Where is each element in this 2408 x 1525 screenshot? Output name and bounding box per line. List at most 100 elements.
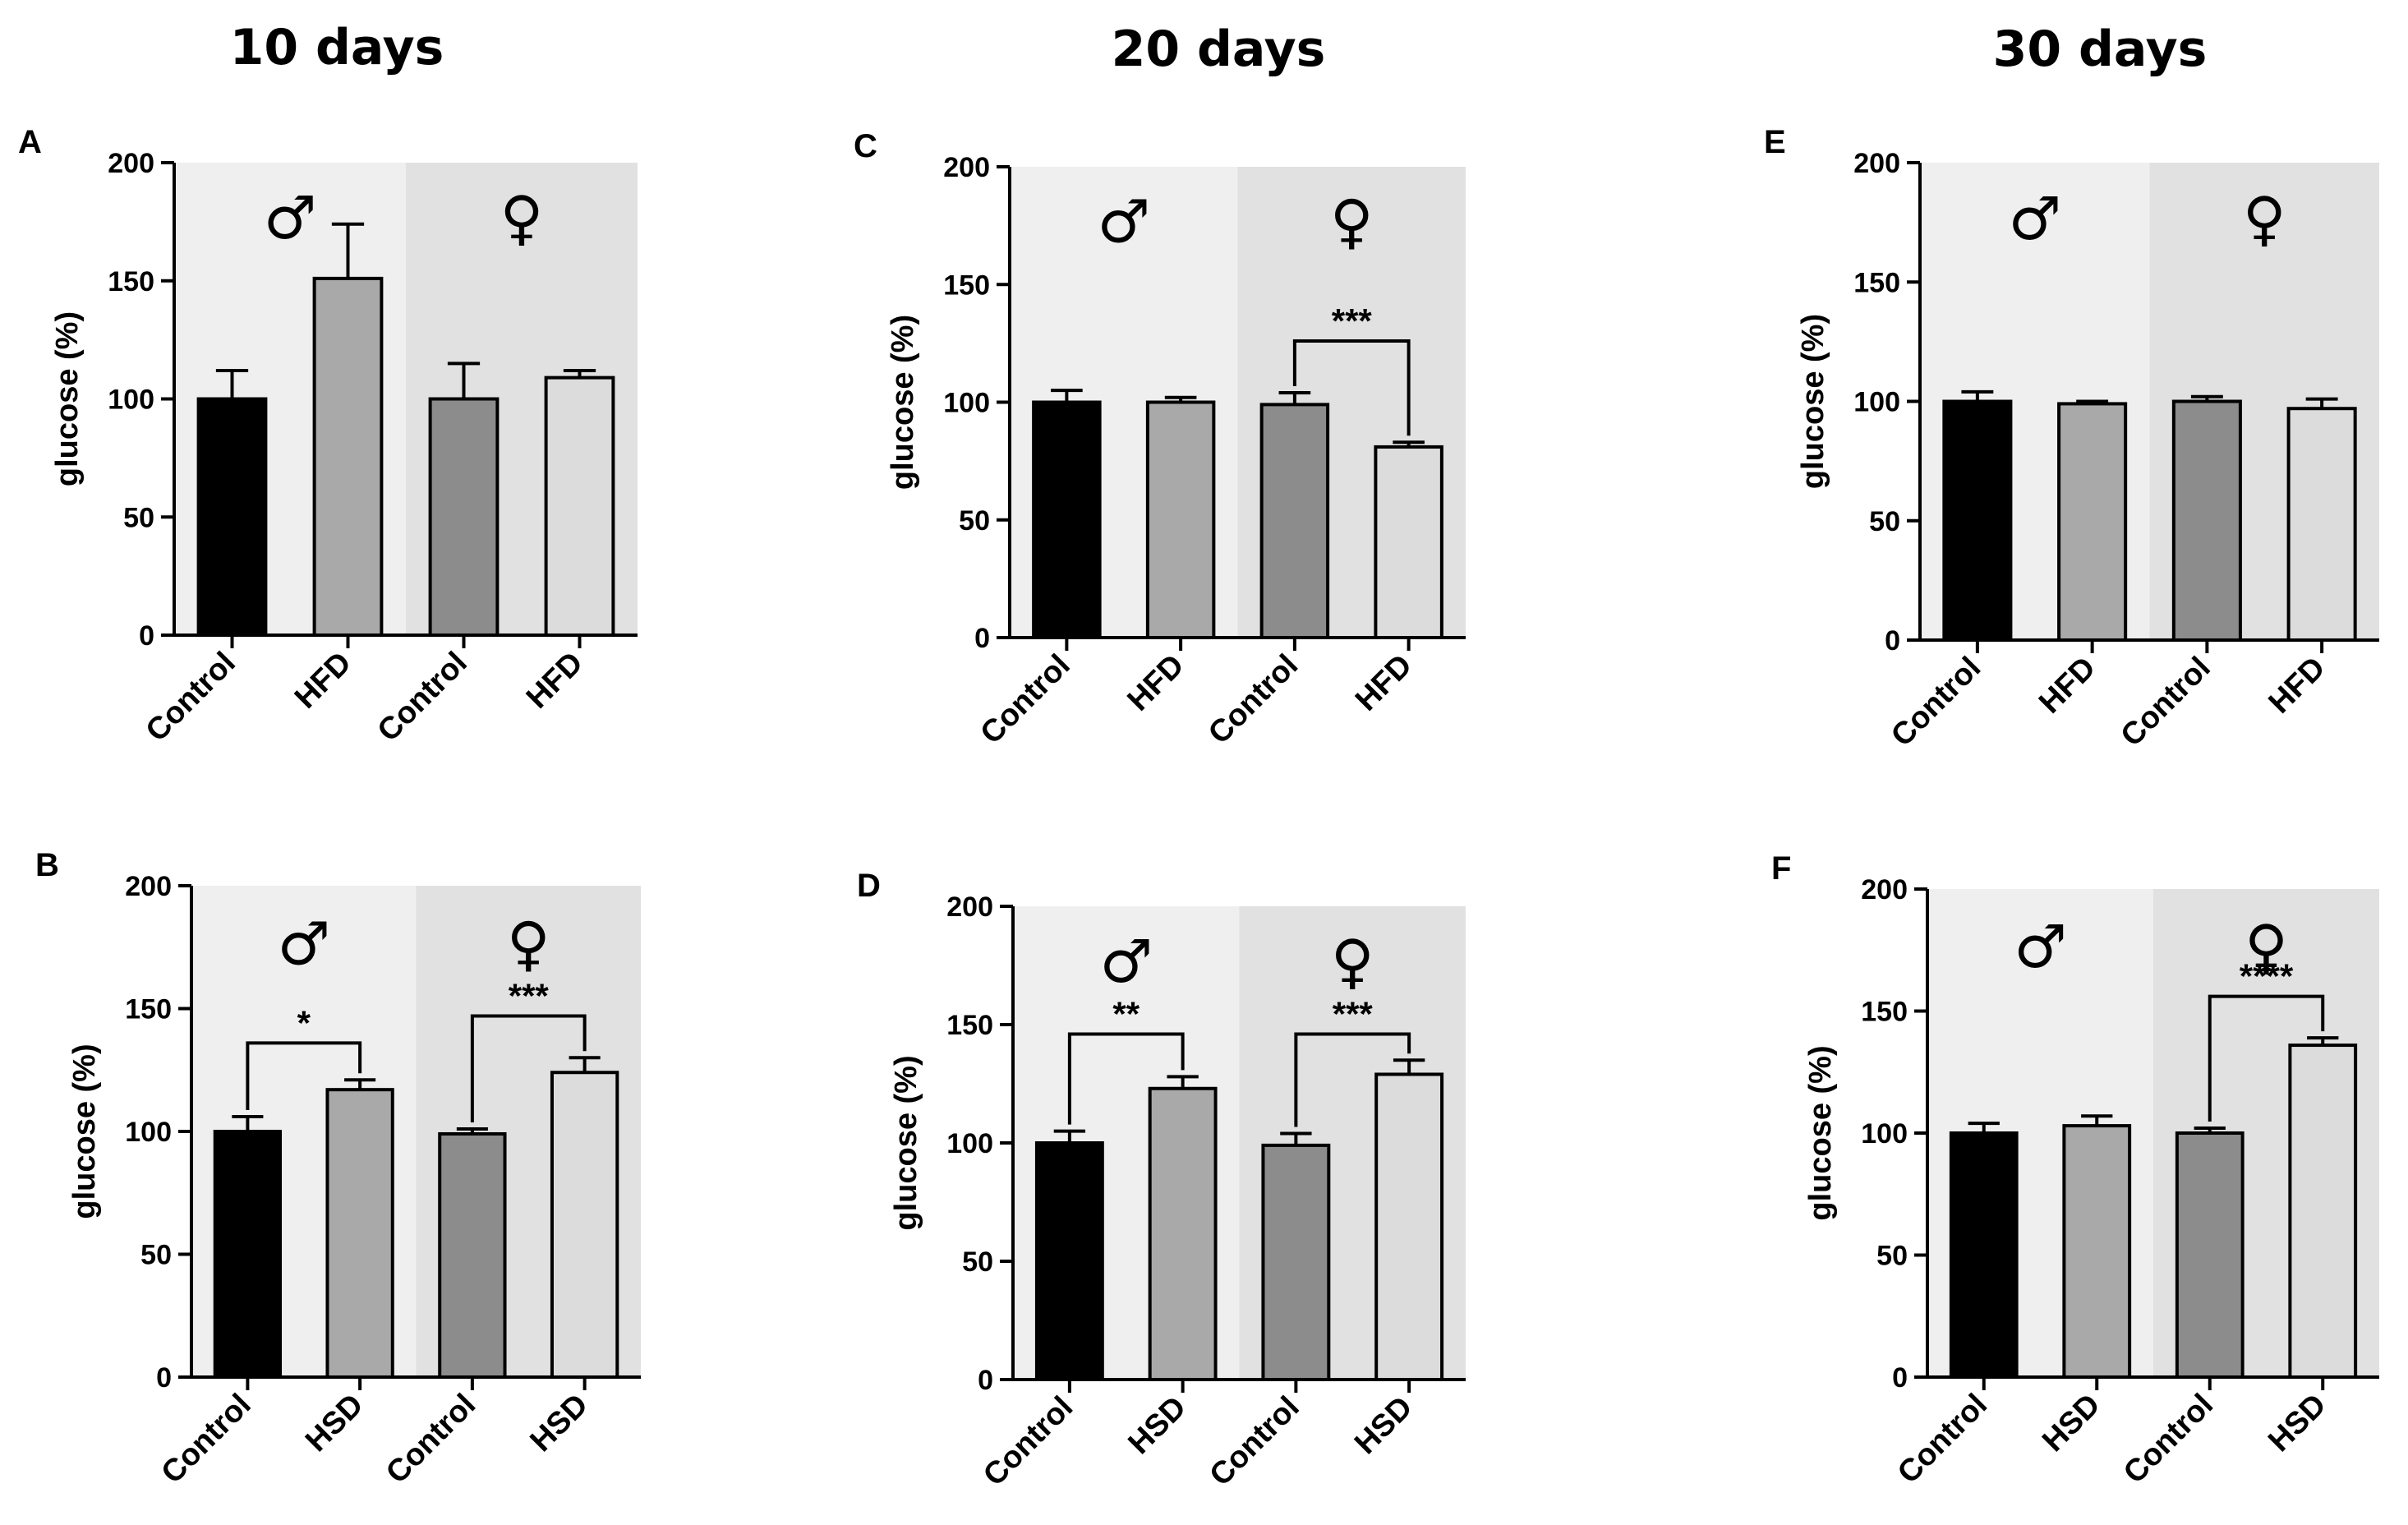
category-label: HFD (2263, 651, 2332, 721)
bar-2 (2057, 402, 2128, 642)
bar-1 (1942, 399, 2013, 642)
significance-bracket (2208, 994, 2325, 1122)
category-label: Control (2115, 651, 2217, 753)
significance-label: *** (1332, 302, 1373, 340)
bar-3 (2175, 1131, 2245, 1379)
bar-2 (1148, 1086, 1218, 1381)
bar-2 (312, 276, 384, 637)
y-axis-title: glucose (%) (886, 315, 920, 490)
male-symbol: ♂ (2008, 184, 2061, 253)
y-tick-label: 0 (1892, 1362, 1908, 1394)
category-label: HFD (1349, 648, 1419, 718)
category-label: Control (977, 1390, 1080, 1493)
category-label: HSD (299, 1388, 370, 1458)
column-title-30-days: 30 days (1993, 21, 2208, 78)
bar-3 (1261, 1143, 1331, 1381)
y-tick-label: 50 (1876, 1241, 1908, 1272)
y-tick-label: 50 (959, 505, 990, 537)
y-tick-label: 100 (1861, 1118, 1908, 1150)
category-label: HSD (2036, 1388, 2106, 1458)
significance-bracket (1067, 1032, 1185, 1125)
y-tick-label: 200 (946, 892, 993, 923)
panel-letter: A (18, 124, 42, 160)
male-symbol: ♂ (2014, 912, 2067, 981)
panel-letter: C (854, 128, 877, 164)
female-symbol: ♀ (1331, 927, 1374, 996)
category-label: Control (2117, 1388, 2220, 1490)
category-label: HFD (2033, 651, 2102, 721)
bar-3 (1259, 403, 1330, 639)
y-tick-label: 150 (946, 1010, 993, 1041)
panel-letter: D (857, 868, 881, 904)
male-symbol: ♂ (277, 910, 330, 979)
y-tick-label: 200 (943, 152, 990, 183)
category-label: HFD (520, 646, 590, 716)
y-tick-label: 100 (1853, 387, 1900, 418)
male-symbol: ♂ (1099, 927, 1153, 996)
category-label: HSD (524, 1388, 595, 1458)
y-tick-label: 200 (1853, 148, 1900, 179)
bar-2 (2062, 1124, 2132, 1379)
category-label: Control (1885, 651, 1987, 753)
female-symbol: ♀ (1330, 187, 1374, 256)
y-tick-label: 150 (125, 994, 172, 1025)
significance-bracket (1292, 339, 1411, 436)
category-label: Control (371, 646, 474, 749)
significance-label: *** (1333, 995, 1374, 1034)
column-title-20-days: 20 days (1112, 21, 1326, 78)
bar-4 (1374, 445, 1443, 639)
bar-4 (544, 375, 615, 637)
y-axis-title: glucose (%) (1803, 1045, 1838, 1220)
y-tick-label: 100 (125, 1117, 172, 1148)
y-tick-label: 0 (1885, 625, 1900, 657)
y-tick-label: 100 (108, 385, 154, 416)
panel-letter: F (1771, 850, 1791, 887)
bar-3 (438, 1131, 507, 1379)
bar-4 (2288, 1044, 2358, 1379)
y-tick-label: 50 (1869, 506, 1900, 537)
category-label: Control (140, 646, 242, 749)
category-label: Control (1891, 1388, 1994, 1490)
bar-4 (550, 1071, 619, 1379)
bar-1 (196, 397, 268, 637)
y-axis-title: glucose (%) (1796, 314, 1830, 489)
category-label: HFD (1121, 648, 1191, 718)
bar-4 (1374, 1072, 1444, 1381)
y-tick-label: 0 (978, 1365, 993, 1396)
y-tick-label: 200 (108, 148, 154, 179)
y-axis-title: glucose (%) (889, 1055, 923, 1230)
category-label: Control (380, 1388, 482, 1490)
bar-1 (1034, 1141, 1104, 1381)
significance-bracket (470, 1014, 587, 1123)
significance-bracket (1294, 1032, 1411, 1127)
male-symbol: ♂ (1097, 187, 1150, 256)
significance-label: **** (2240, 957, 2294, 996)
panel-letter: E (1764, 124, 1786, 160)
category-label: HSD (2262, 1388, 2332, 1458)
female-symbol: ♀ (507, 910, 550, 979)
significance-label: *** (509, 976, 550, 1015)
female-symbol: ♀ (500, 183, 544, 252)
column-title-10-days: 10 days (230, 19, 444, 76)
category-label: HSD (1122, 1390, 1193, 1461)
y-tick-label: 150 (1861, 997, 1908, 1028)
category-label: Control (155, 1388, 258, 1490)
category-label: HSD (1348, 1390, 1419, 1461)
significance-bracket (246, 1041, 362, 1111)
category-label: Control (1204, 1390, 1306, 1493)
y-tick-label: 150 (108, 266, 154, 297)
category-label: HFD (288, 646, 358, 716)
female-symbol: ♀ (2243, 184, 2286, 253)
bar-1 (1032, 400, 1102, 639)
y-tick-label: 100 (943, 388, 990, 419)
category-label: Control (974, 648, 1077, 751)
y-tick-label: 200 (1861, 874, 1908, 905)
panel-letter: B (35, 847, 59, 883)
y-tick-label: 100 (946, 1128, 993, 1159)
